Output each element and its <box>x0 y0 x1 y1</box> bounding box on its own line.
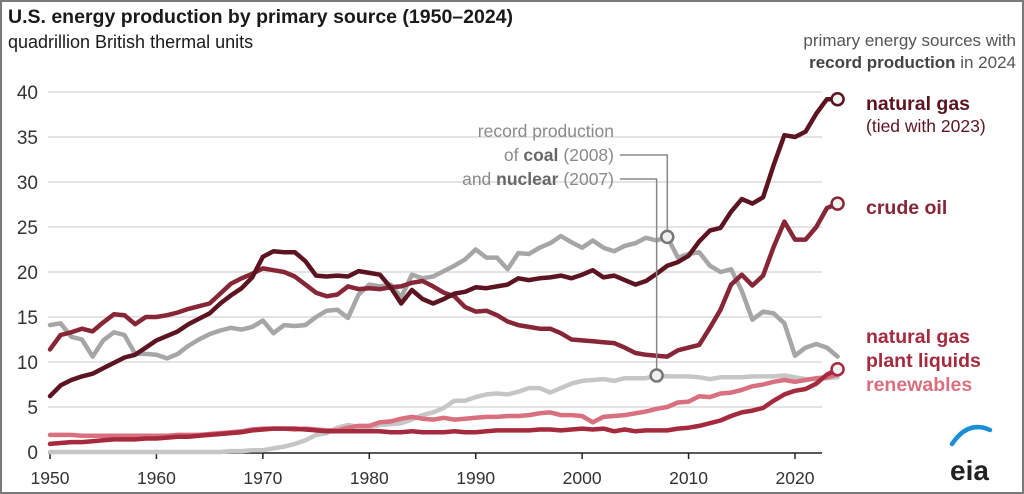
series-lines <box>47 96 840 455</box>
y-tick-label-35: 35 <box>17 128 38 149</box>
record-note-coal-year: (2008) <box>563 145 614 165</box>
y-tick-label-20: 20 <box>17 263 38 284</box>
series-line-natural-gas-plant-liquids <box>47 366 840 447</box>
legend-heading-bold: record production <box>809 53 956 72</box>
series-line-crude-oil <box>47 201 840 359</box>
record-callouts <box>620 154 675 383</box>
series-line-natural-gas <box>47 96 840 399</box>
chart-subtitle: quadrillion British thermal units <box>8 32 254 52</box>
record-marker-natural-gas-plant-liquids <box>830 361 845 377</box>
label-natural-gas-note: (tied with 2023) <box>866 116 986 136</box>
record-note-nuclear-prefix: and <box>462 169 496 189</box>
label-crude-oil: crude oil <box>866 197 947 219</box>
label-natural-gas: natural gas <box>866 93 970 115</box>
x-tick-label-2000: 2000 <box>563 468 602 488</box>
label-ngpl-line2: plant liquids <box>866 350 981 372</box>
x-tick-label-2020: 2020 <box>776 468 815 488</box>
legend-heading-rest: in 2024 <box>960 53 1016 72</box>
x-axis: 1950 1960 1970 1980 1990 2000 2010 2020 <box>31 452 822 488</box>
y-tick-label-40: 40 <box>17 83 38 104</box>
y-tick-label-5: 5 <box>27 398 38 419</box>
x-tick-label-2010: 2010 <box>669 468 708 488</box>
x-tick-label-1990: 1990 <box>456 468 495 488</box>
y-tick-label-15: 15 <box>17 308 38 329</box>
record-note-coal-bold: coal <box>523 145 558 165</box>
series-line-coal <box>47 233 840 361</box>
record-note-nuclear: and nuclear (2007) <box>462 169 614 189</box>
label-ngpl-line1: natural gas <box>866 326 970 348</box>
legend-heading-line1: primary energy sources with <box>803 31 1016 50</box>
record-marker-natural-gas <box>830 91 845 107</box>
record-marker-coal <box>660 229 675 245</box>
y-tick-label-25: 25 <box>17 218 38 239</box>
x-tick-label-1970: 1970 <box>243 468 282 488</box>
y-tick-label-0: 0 <box>27 443 38 464</box>
legend-heading: primary energy sources with record produ… <box>803 30 1016 74</box>
record-markers <box>830 91 845 377</box>
eia-logo-text: eia <box>950 455 989 486</box>
y-tick-label-10: 10 <box>17 353 38 374</box>
record-note-nuclear-year: (2007) <box>563 169 614 189</box>
record-marker-crude-oil <box>830 196 845 211</box>
eia-logo-arc <box>949 424 993 447</box>
record-note-nuclear-bold: nuclear <box>496 169 558 189</box>
x-tick-label-1960: 1960 <box>137 468 176 488</box>
record-note-coal: of coal (2008) <box>504 145 614 165</box>
gridlines <box>48 91 822 408</box>
series-line-nuclear <box>47 373 840 455</box>
y-axis-ticks: 0 5 10 15 20 25 30 35 40 <box>17 83 38 464</box>
y-tick-label-30: 30 <box>17 173 38 194</box>
x-tick-label-1950: 1950 <box>31 468 70 488</box>
record-marker-nuclear <box>649 368 664 383</box>
eia-logo: eia <box>949 424 993 486</box>
record-note-line1: record production <box>478 121 614 141</box>
label-renewables: renewables <box>866 374 972 396</box>
chart-title: U.S. energy production by primary source… <box>8 6 514 28</box>
x-tick-label-1980: 1980 <box>350 468 389 488</box>
callout-line-nuclear <box>620 178 658 370</box>
record-note-coal-prefix: of <box>504 145 523 165</box>
legend-heading-line2: record production in 2024 <box>803 52 1016 74</box>
callout-line-coal <box>620 154 669 231</box>
